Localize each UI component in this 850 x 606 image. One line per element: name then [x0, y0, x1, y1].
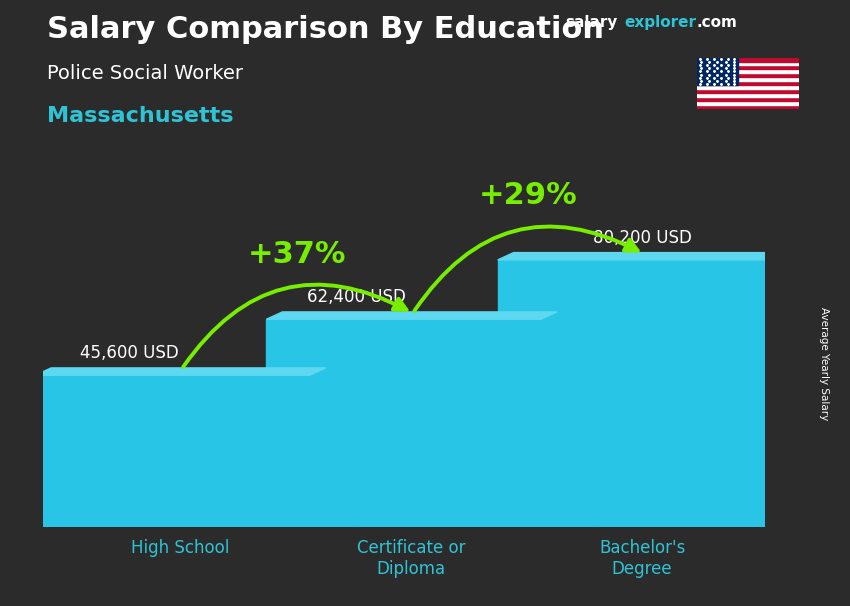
Bar: [697, 58, 799, 62]
Bar: [697, 58, 738, 85]
Bar: [697, 65, 799, 70]
Text: High School: High School: [131, 539, 229, 557]
Text: .com: .com: [697, 15, 738, 30]
Polygon shape: [35, 368, 326, 375]
Bar: [697, 78, 799, 81]
Text: Certificate or
Diploma: Certificate or Diploma: [357, 539, 465, 578]
Bar: [697, 93, 799, 97]
Bar: [697, 89, 799, 93]
Bar: [697, 85, 799, 89]
Bar: [697, 105, 799, 109]
Bar: [697, 101, 799, 105]
Polygon shape: [267, 319, 541, 527]
Polygon shape: [35, 375, 309, 527]
Text: 45,600 USD: 45,600 USD: [80, 344, 178, 362]
Bar: [697, 81, 799, 85]
Text: 80,200 USD: 80,200 USD: [592, 228, 692, 247]
Text: salary: salary: [565, 15, 618, 30]
Polygon shape: [309, 368, 326, 527]
Text: Salary Comparison By Education: Salary Comparison By Education: [47, 15, 603, 44]
Polygon shape: [497, 260, 772, 527]
Text: Bachelor's
Degree: Bachelor's Degree: [599, 539, 685, 578]
Polygon shape: [772, 253, 788, 527]
Text: +29%: +29%: [479, 181, 578, 210]
Polygon shape: [497, 253, 788, 260]
Bar: [697, 62, 799, 65]
Text: explorer: explorer: [625, 15, 697, 30]
Polygon shape: [267, 312, 557, 319]
Text: Average Yearly Salary: Average Yearly Salary: [819, 307, 829, 420]
Text: Police Social Worker: Police Social Worker: [47, 64, 243, 82]
Bar: [697, 97, 799, 101]
Text: +37%: +37%: [248, 240, 347, 269]
Polygon shape: [541, 312, 557, 527]
Bar: [697, 70, 799, 73]
Text: 62,400 USD: 62,400 USD: [308, 288, 406, 306]
Text: Massachusetts: Massachusetts: [47, 106, 233, 126]
Bar: [697, 73, 799, 78]
